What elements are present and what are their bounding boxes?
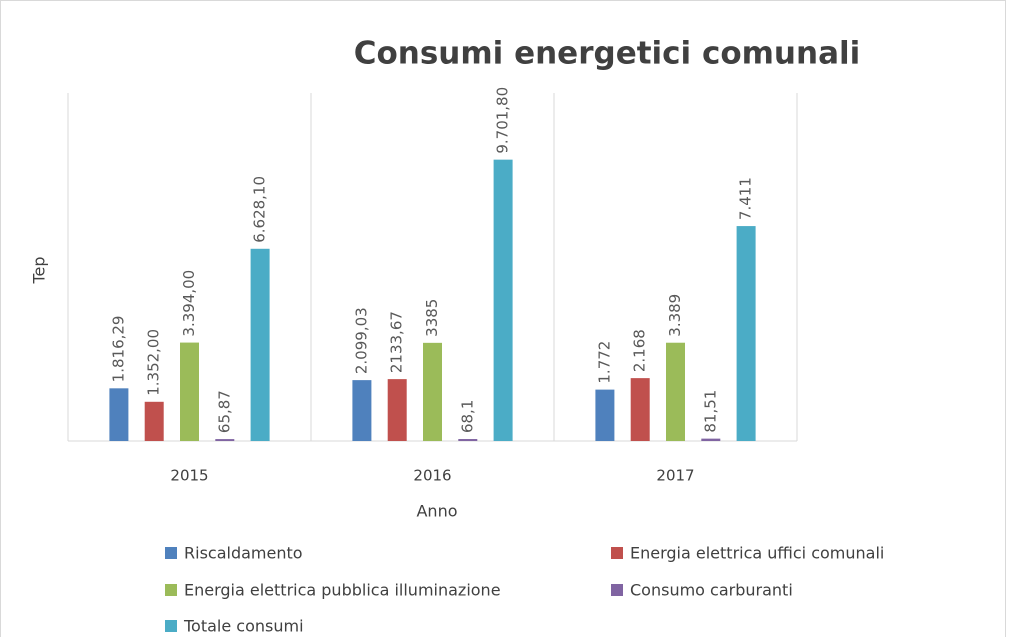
y-axis-label: Tep — [30, 256, 49, 284]
data-label: 1.352,00 — [145, 329, 163, 396]
chart-title: Consumi energetici comunali — [354, 36, 861, 72]
bar — [666, 342, 685, 441]
data-label: 2.099,03 — [352, 307, 370, 374]
legend-swatch — [165, 584, 177, 596]
bar — [250, 248, 270, 441]
x-tick-label: 2015 — [170, 467, 208, 485]
data-label: 81,51 — [701, 390, 719, 433]
bar — [180, 342, 199, 441]
legend-swatch — [611, 547, 623, 559]
legend-label: Riscaldamento — [184, 544, 303, 563]
legend-label: Energia elettrica uffici comunali — [630, 544, 884, 563]
bar — [493, 159, 513, 441]
legend-label: Energia elettrica pubblica illuminazione — [184, 581, 501, 600]
legend-swatch — [165, 620, 177, 632]
data-label: 2.168 — [631, 329, 649, 372]
legend-label: Totale consumi — [183, 617, 304, 636]
bar — [387, 379, 407, 441]
legend-label: Consumo carburanti — [630, 581, 793, 600]
bar — [423, 342, 442, 441]
data-label: 3.394,00 — [180, 270, 198, 337]
data-label: 68,1 — [458, 400, 476, 433]
bar — [736, 226, 756, 441]
data-label: 9.701,80 — [494, 87, 512, 154]
data-label: 7.411 — [737, 177, 755, 220]
legend-swatch — [611, 584, 623, 596]
bar — [144, 401, 164, 441]
bar — [215, 439, 235, 441]
data-label: 2133,67 — [388, 311, 406, 373]
x-tick-label: 2017 — [656, 467, 694, 485]
legend-swatch — [165, 547, 177, 559]
bar — [458, 439, 478, 441]
bar — [595, 389, 615, 441]
bar — [630, 378, 650, 441]
x-axis-label: Anno — [416, 502, 457, 521]
bar — [109, 388, 129, 441]
data-label: 65,87 — [215, 390, 233, 433]
data-label: 6.628,10 — [251, 176, 269, 243]
bar — [352, 380, 372, 441]
data-label: 3.389 — [666, 294, 684, 337]
data-label: 1.816,29 — [109, 316, 127, 383]
bar — [701, 438, 721, 441]
x-tick-label: 2016 — [413, 467, 451, 485]
data-label: 3385 — [423, 299, 441, 337]
data-label: 1.772 — [595, 341, 613, 384]
